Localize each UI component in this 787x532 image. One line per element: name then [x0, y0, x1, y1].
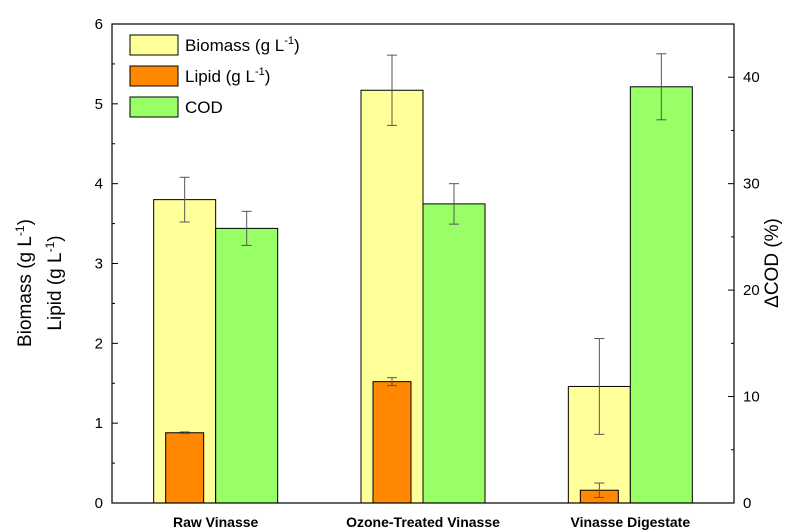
right-tick-label: 0 [743, 495, 751, 512]
bar-lipid [165, 432, 205, 504]
right-tick-label: 20 [743, 282, 760, 299]
bar-lipid [372, 381, 412, 504]
legend-label: COD [185, 98, 223, 117]
legend-label: Biomass (g L-1) [185, 35, 300, 55]
right-axis-ticks: 0 10 20 30 40 [728, 69, 760, 512]
right-tick-label: 30 [743, 176, 760, 193]
bars [153, 86, 693, 504]
right-tick-label: 40 [743, 69, 760, 86]
category-label: Ozone-Treated Vinasse [346, 514, 500, 530]
category-label: Vinasse Digestate [571, 514, 691, 530]
left-tick-label: 5 [95, 96, 103, 113]
left-tick-label: 2 [95, 335, 103, 352]
right-axis-title: ΔCOD (%) [762, 218, 783, 308]
category-label: Raw Vinasse [173, 514, 259, 530]
left-axis-title-line2: Lipid (g L-1) [43, 235, 66, 330]
left-axis-title-line1: Biomass (g L-1) [13, 219, 36, 347]
left-tick-label: 4 [95, 176, 103, 193]
legend-swatch [129, 34, 179, 56]
right-tick-label: 10 [743, 389, 760, 406]
bar-cod [215, 227, 279, 504]
left-tick-label: 6 [95, 16, 103, 33]
legend-label: Lipid (g L-1) [185, 66, 270, 86]
legend-swatch [129, 65, 179, 87]
legend-swatch [129, 96, 179, 118]
category-labels: Raw Vinasse Ozone-Treated Vinasse Vinasse … [173, 514, 690, 530]
left-tick-label: 1 [95, 415, 103, 432]
bar-cod [629, 86, 693, 504]
legend: Biomass (g L-1) Lipid (g L-1) COD [129, 34, 300, 118]
error-bars [179, 53, 667, 498]
left-tick-label: 3 [95, 256, 103, 273]
bar-cod [422, 203, 486, 504]
plot-frame [111, 23, 735, 504]
left-tick-label: 0 [95, 495, 103, 512]
left-axis-ticks: 0 1 2 3 4 5 6 [95, 16, 118, 512]
